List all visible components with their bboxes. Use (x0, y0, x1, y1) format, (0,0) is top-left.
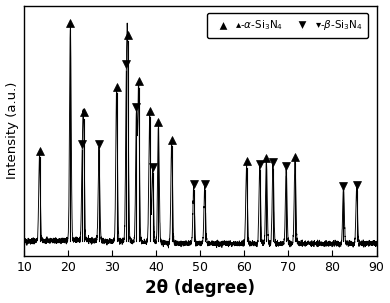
Y-axis label: Intensity (a.u.): Intensity (a.u.) (5, 82, 19, 179)
Legend: $\blacktriangle$-$\alpha$-Si$_3$N$_4$, $\blacktriangledown$-$\beta$-Si$_3$N$_4$: $\blacktriangle$-$\alpha$-Si$_3$N$_4$, $… (207, 13, 368, 38)
X-axis label: 2θ (degree): 2θ (degree) (145, 279, 255, 298)
